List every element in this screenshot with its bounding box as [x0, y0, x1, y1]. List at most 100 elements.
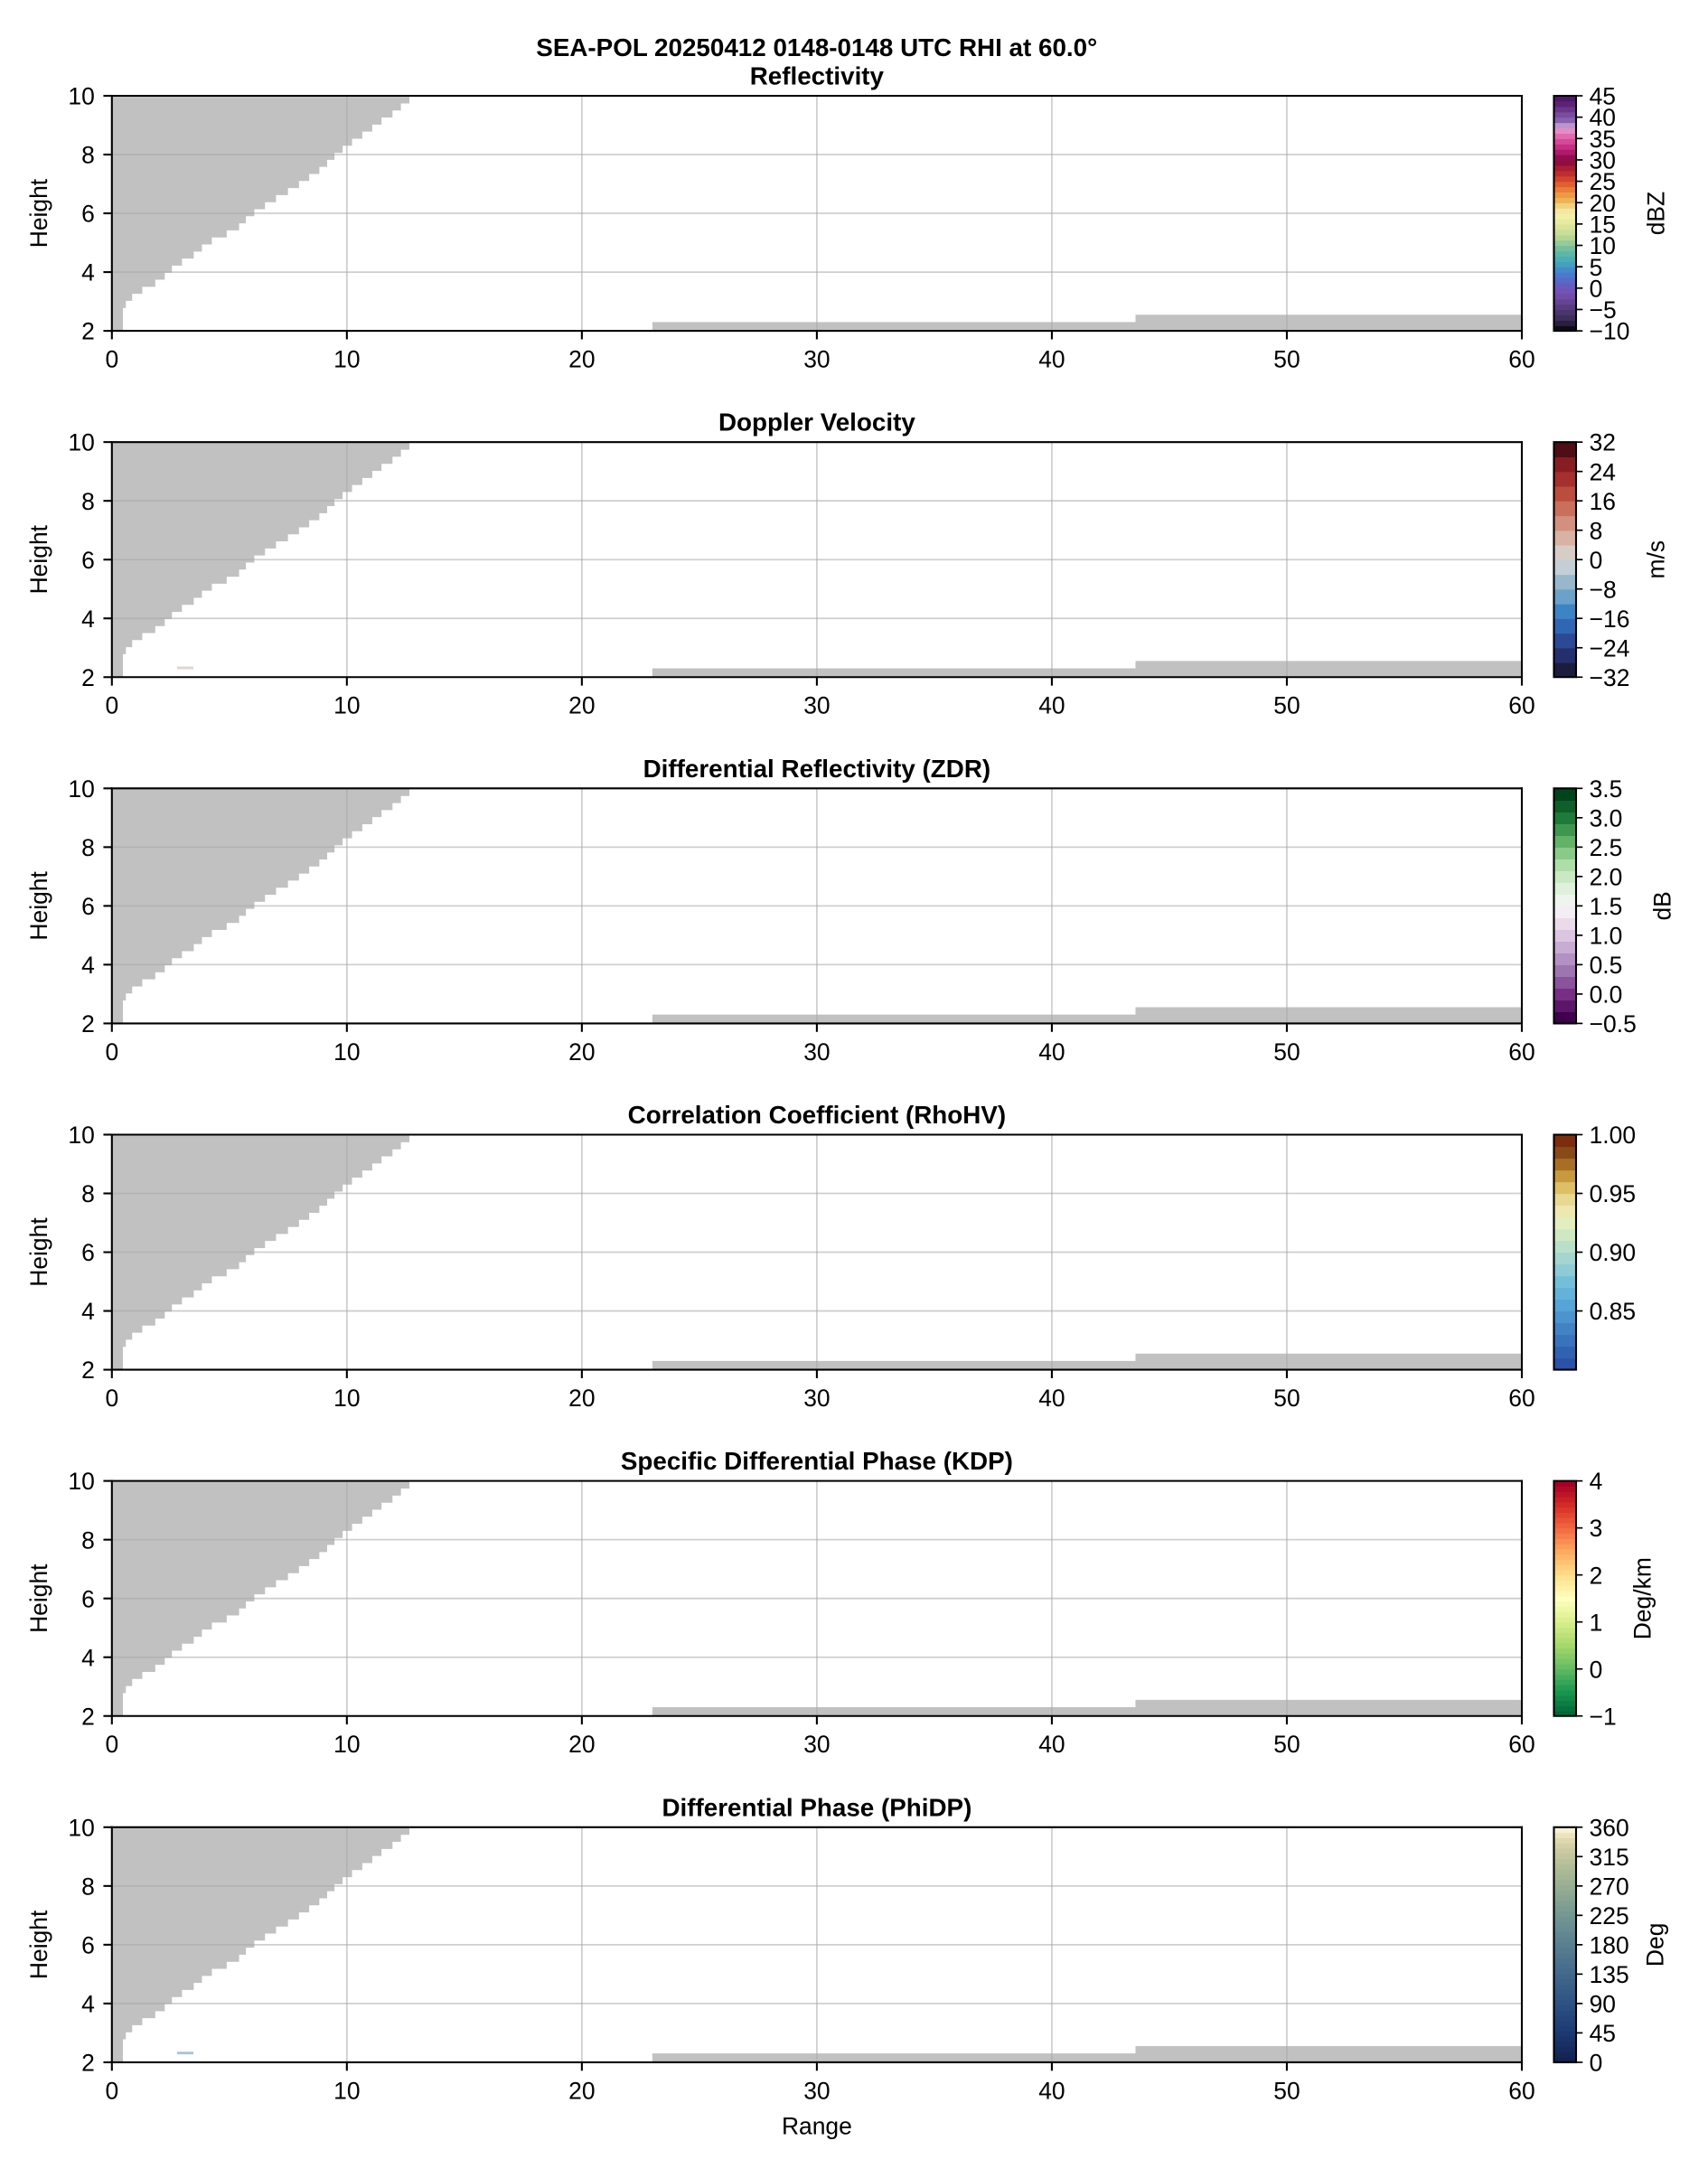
svg-text:30: 30: [803, 2077, 830, 2104]
svg-text:−1: −1: [1590, 1703, 1617, 1730]
svg-text:2: 2: [1590, 1562, 1603, 1589]
svg-text:2: 2: [81, 2049, 95, 2076]
svg-text:40: 40: [1038, 2077, 1065, 2104]
svg-text:32: 32: [1590, 429, 1616, 456]
svg-text:8: 8: [1590, 517, 1603, 544]
svg-text:3.0: 3.0: [1590, 804, 1623, 831]
svg-text:60: 60: [1508, 2077, 1534, 2104]
svg-text:−5: −5: [1590, 296, 1617, 324]
svg-text:20: 20: [568, 346, 595, 373]
svg-text:8: 8: [81, 142, 95, 169]
svg-text:10: 10: [68, 1468, 94, 1495]
svg-text:dBZ: dBZ: [1642, 192, 1669, 236]
svg-text:6: 6: [81, 1239, 95, 1266]
svg-text:8: 8: [81, 488, 95, 515]
svg-text:60: 60: [1508, 1731, 1534, 1758]
svg-text:8: 8: [81, 1180, 95, 1207]
svg-text:40: 40: [1038, 1038, 1065, 1066]
svg-text:SEA-POL 20250412 0148-0148 UTC: SEA-POL 20250412 0148-0148 UTC RHI at 60…: [536, 33, 1097, 61]
svg-text:135: 135: [1590, 1961, 1629, 1988]
svg-text:50: 50: [1273, 2077, 1300, 2104]
svg-text:10: 10: [68, 1122, 94, 1149]
svg-text:Correlation Coefficient (RhoHV: Correlation Coefficient (RhoHV): [628, 1101, 1007, 1129]
svg-text:10: 10: [333, 2077, 360, 2104]
svg-text:10: 10: [333, 346, 360, 373]
svg-text:−10: −10: [1590, 318, 1630, 345]
svg-text:40: 40: [1038, 1385, 1065, 1412]
svg-text:8: 8: [81, 1873, 95, 1900]
svg-text:0: 0: [1590, 2049, 1603, 2076]
svg-text:2: 2: [81, 1010, 95, 1038]
svg-text:3.5: 3.5: [1590, 775, 1623, 803]
svg-text:2: 2: [81, 1703, 95, 1730]
svg-text:24: 24: [1590, 458, 1616, 485]
svg-text:Height: Height: [25, 871, 52, 941]
svg-text:1: 1: [1590, 1609, 1603, 1636]
svg-text:Height: Height: [25, 524, 52, 594]
svg-text:6: 6: [81, 547, 95, 574]
svg-text:4: 4: [81, 952, 95, 979]
svg-text:45: 45: [1590, 83, 1616, 110]
svg-text:1.5: 1.5: [1590, 893, 1623, 920]
svg-text:225: 225: [1590, 1902, 1629, 1930]
svg-text:50: 50: [1273, 1038, 1300, 1066]
svg-text:20: 20: [1590, 190, 1616, 217]
svg-text:20: 20: [568, 692, 595, 719]
svg-text:16: 16: [1590, 488, 1616, 515]
svg-text:6: 6: [81, 893, 95, 920]
svg-text:10: 10: [333, 1731, 360, 1758]
svg-text:30: 30: [1590, 147, 1616, 174]
svg-text:270: 270: [1590, 1873, 1629, 1900]
svg-text:−0.5: −0.5: [1590, 1010, 1637, 1038]
svg-text:Height: Height: [25, 178, 52, 248]
svg-text:Height: Height: [25, 1563, 52, 1633]
svg-text:0: 0: [105, 1731, 118, 1758]
svg-text:10: 10: [68, 429, 94, 456]
svg-text:10: 10: [68, 83, 94, 110]
svg-text:10: 10: [333, 692, 360, 719]
svg-text:2: 2: [81, 318, 95, 345]
svg-text:30: 30: [803, 1038, 830, 1066]
svg-text:0.0: 0.0: [1590, 981, 1623, 1008]
svg-text:0.90: 0.90: [1590, 1239, 1636, 1266]
svg-text:Deg: Deg: [1642, 1923, 1669, 1967]
svg-text:4: 4: [81, 259, 95, 286]
svg-text:0.95: 0.95: [1590, 1180, 1636, 1207]
svg-text:Doppler Velocity: Doppler Velocity: [718, 408, 915, 437]
svg-text:50: 50: [1273, 692, 1300, 719]
svg-text:35: 35: [1590, 126, 1616, 153]
svg-text:Height: Height: [25, 1910, 52, 1979]
svg-text:2.5: 2.5: [1590, 834, 1623, 861]
svg-text:Specific Differential Phase (K: Specific Differential Phase (KDP): [621, 1447, 1013, 1475]
svg-text:0: 0: [1590, 547, 1603, 574]
svg-text:50: 50: [1273, 346, 1300, 373]
svg-text:8: 8: [81, 834, 95, 861]
svg-text:1.0: 1.0: [1590, 922, 1623, 949]
svg-text:60: 60: [1508, 1385, 1534, 1412]
svg-text:10: 10: [1590, 232, 1616, 259]
svg-text:6: 6: [81, 1931, 95, 1958]
svg-text:10: 10: [333, 1385, 360, 1412]
svg-text:2: 2: [81, 1357, 95, 1384]
svg-text:10: 10: [68, 1814, 94, 1841]
svg-text:0: 0: [105, 1385, 118, 1412]
svg-text:40: 40: [1038, 346, 1065, 373]
svg-text:360: 360: [1590, 1814, 1629, 1841]
svg-text:4: 4: [81, 1298, 95, 1325]
svg-text:m/s: m/s: [1642, 540, 1669, 579]
svg-text:15: 15: [1590, 211, 1616, 238]
svg-text:30: 30: [803, 1385, 830, 1412]
svg-text:0: 0: [105, 346, 118, 373]
svg-text:40: 40: [1590, 104, 1616, 131]
svg-text:4: 4: [1590, 1468, 1603, 1495]
svg-text:0: 0: [1590, 1656, 1603, 1683]
svg-text:45: 45: [1590, 2020, 1616, 2047]
svg-text:0: 0: [105, 692, 118, 719]
svg-text:30: 30: [803, 1731, 830, 1758]
svg-text:40: 40: [1038, 692, 1065, 719]
svg-text:6: 6: [81, 201, 95, 228]
svg-text:0.5: 0.5: [1590, 952, 1623, 979]
svg-text:180: 180: [1590, 1931, 1629, 1958]
svg-text:60: 60: [1508, 1038, 1534, 1066]
svg-text:dB: dB: [1649, 891, 1676, 920]
